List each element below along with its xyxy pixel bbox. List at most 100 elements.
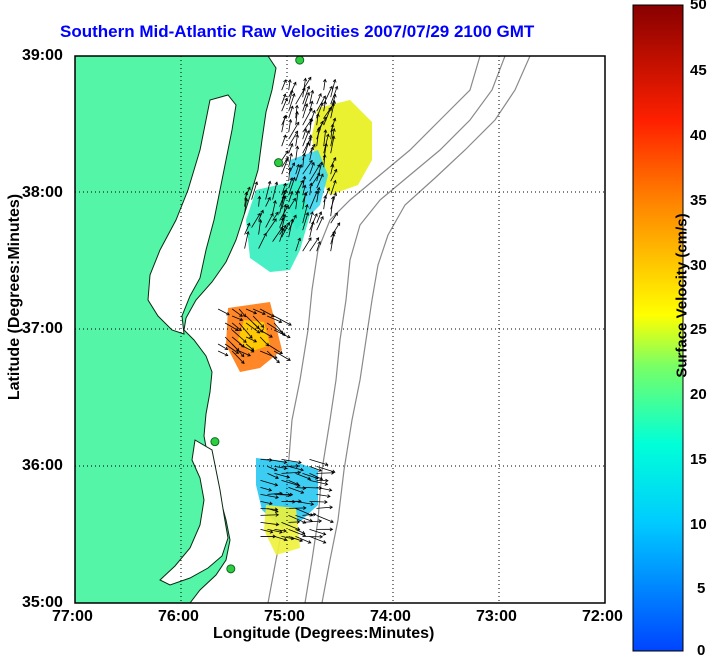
- velocity-arrowhead: [253, 310, 258, 315]
- velocity-arrow: [259, 329, 273, 338]
- velocity-arrowhead: [275, 211, 279, 216]
- velocity-arrow: [309, 459, 328, 466]
- velocity-arrow: [302, 176, 306, 189]
- velocity-arrowhead: [265, 342, 270, 347]
- velocity-arrowhead: [289, 89, 294, 94]
- velocity-arrow: [259, 308, 275, 317]
- velocity-arrow: [323, 129, 327, 147]
- velocity-arrow: [302, 130, 310, 147]
- velocity-arrow: [267, 508, 279, 513]
- velocity-arrowhead: [333, 179, 337, 184]
- velocity-arrow: [302, 92, 310, 112]
- velocity-arrow: [258, 196, 260, 207]
- velocity-arrow: [316, 173, 324, 189]
- velocity-arrowhead: [290, 105, 294, 110]
- velocity-arrow: [330, 164, 334, 175]
- velocity-arrow: [309, 480, 328, 485]
- velocity-arrow: [274, 529, 287, 532]
- velocity-arrowhead: [283, 189, 288, 193]
- velocity-arrow: [217, 343, 228, 350]
- velocity-arrowhead: [328, 488, 333, 492]
- velocity-arrow: [279, 225, 287, 235]
- velocity-arrow: [288, 122, 300, 140]
- velocity-arrowhead: [300, 179, 304, 184]
- velocity-arrow: [288, 167, 291, 182]
- velocity-arrow: [272, 200, 276, 214]
- velocity-arrow: [323, 154, 326, 168]
- velocity-arrowhead: [294, 130, 299, 135]
- velocity-arrow: [265, 197, 271, 207]
- velocity-arrow: [309, 211, 314, 224]
- velocity-arrowhead: [322, 532, 327, 536]
- velocity-arrow: [245, 336, 257, 343]
- velocity-arrow: [279, 217, 285, 228]
- velocity-arrowhead: [331, 127, 336, 132]
- velocity-arrowhead: [273, 200, 277, 204]
- colorbar-tick: 25: [690, 321, 707, 338]
- velocity-arrow: [265, 181, 271, 200]
- y-axis-label: Latitude (Degrees:Minutes): [6, 193, 24, 401]
- velocity-arrow: [316, 494, 331, 497]
- velocity-arrowhead: [309, 512, 314, 517]
- velocity-arrow: [295, 164, 300, 175]
- velocity-arrowhead: [307, 76, 312, 81]
- velocity-arrowhead: [282, 115, 287, 119]
- velocity-arrow: [231, 308, 243, 317]
- velocity-arrow: [288, 191, 293, 203]
- velocity-arrowhead: [304, 203, 309, 208]
- velocity-arrowhead: [269, 501, 273, 506]
- velocity-arrowhead: [310, 89, 315, 94]
- velocity-arrow: [330, 124, 334, 140]
- velocity-arrowhead: [283, 460, 288, 464]
- velocity-arrowhead: [302, 184, 307, 189]
- velocity-arrowhead: [302, 175, 307, 180]
- velocity-arrow: [330, 196, 334, 217]
- velocity-arrow: [302, 520, 322, 523]
- velocity-arrow: [281, 158, 289, 175]
- velocity-arrowhead: [297, 237, 302, 242]
- velocity-arrow: [288, 515, 306, 524]
- velocity-arrowhead: [275, 475, 279, 479]
- velocity-arrow: [295, 146, 298, 161]
- velocity-arrowhead: [295, 121, 300, 126]
- velocity-arrowhead: [323, 78, 327, 83]
- velocity-arrowhead: [288, 322, 292, 326]
- velocity-arrow: [316, 241, 321, 252]
- velocity-arrow: [279, 189, 287, 207]
- velocity-arrow: [265, 213, 274, 228]
- velocity-arrowhead: [274, 507, 279, 512]
- velocity-arrow: [274, 536, 287, 541]
- colorbar: [632, 4, 684, 652]
- velocity-arrow: [272, 226, 283, 242]
- velocity-arrowhead: [282, 213, 287, 218]
- velocity-arrow: [251, 213, 261, 228]
- velocity-arrowhead: [286, 221, 290, 226]
- x-tick-label: 72:00: [582, 608, 623, 625]
- velocity-arrow: [295, 111, 298, 126]
- velocity-arrow: [309, 101, 313, 112]
- velocity-arrow: [288, 130, 298, 147]
- velocity-arrowhead: [320, 215, 324, 220]
- velocity-arrowhead: [318, 468, 322, 472]
- velocity-arrow: [316, 472, 334, 474]
- velocity-arrowhead: [285, 204, 289, 209]
- velocity-arrow: [309, 162, 315, 175]
- velocity-arrowhead: [309, 159, 313, 164]
- velocity-arrow: [260, 522, 279, 526]
- velocity-arrowhead: [287, 493, 292, 497]
- y-tick-label: 37:00: [22, 320, 63, 337]
- velocity-arrowhead: [292, 499, 296, 504]
- velocity-arrowhead: [242, 313, 247, 318]
- velocity-arrowhead: [333, 168, 338, 173]
- velocity-arrowhead: [303, 506, 307, 510]
- velocity-arrowhead: [291, 162, 296, 166]
- velocity-arrowhead: [279, 530, 283, 534]
- velocity-arrowhead: [325, 478, 329, 483]
- velocity-arrowhead: [329, 85, 333, 90]
- velocity-arrow: [309, 536, 326, 544]
- velocity-arrowhead: [281, 195, 286, 199]
- velocity-arrow: [238, 343, 254, 353]
- velocity-arrowhead: [282, 93, 287, 98]
- velocity-arrowhead: [268, 488, 273, 492]
- velocity-arrowhead: [274, 482, 279, 487]
